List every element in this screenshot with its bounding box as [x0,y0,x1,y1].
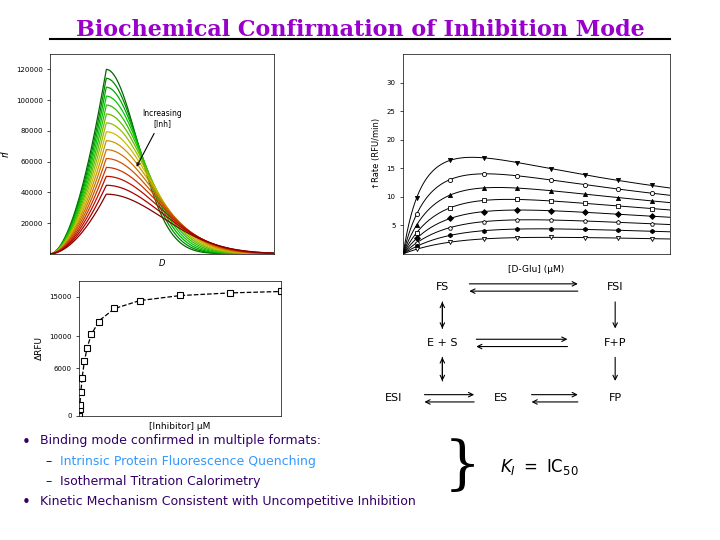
Text: FSI: FSI [607,282,624,293]
Text: E + S: E + S [427,338,458,348]
Text: Isothermal Titration Calorimetry: Isothermal Titration Calorimetry [60,475,260,488]
Text: ESI: ESI [385,393,402,403]
Text: Increasing
[Inh]: Increasing [Inh] [137,109,182,166]
Text: Kinetic Mechanism Consistent with Uncompetitive Inhibition: Kinetic Mechanism Consistent with Uncomp… [40,495,415,508]
Text: Binding mode confirmed in multiple formats:: Binding mode confirmed in multiple forma… [40,434,320,447]
Text: –: – [45,455,52,468]
Text: •: • [22,435,30,450]
Text: Intrinsic Protein Fluorescence Quenching: Intrinsic Protein Fluorescence Quenching [60,455,315,468]
Text: D: D [158,259,166,268]
Text: ES: ES [494,393,508,403]
Text: FS: FS [436,282,449,293]
Text: F+P: F+P [604,338,626,348]
Text: [D-Glu] (μM): [D-Glu] (μM) [508,265,564,274]
Y-axis label: ΔRFU: ΔRFU [35,336,43,360]
Text: [Inhibitor] μM: [Inhibitor] μM [149,422,211,431]
Text: Biochemical Confirmation of Inhibition Mode: Biochemical Confirmation of Inhibition M… [76,19,644,41]
Y-axis label: ↑Rate (RFU/min): ↑Rate (RFU/min) [372,118,381,190]
Y-axis label: rI: rI [0,151,10,157]
Text: –: – [45,475,52,488]
Text: $\mathit{K}_\mathit{I}\ =\ \mathrm{IC}_{50}$: $\mathit{K}_\mathit{I}\ =\ \mathrm{IC}_{… [500,457,579,477]
Text: }: } [444,439,481,495]
Text: FP: FP [608,393,622,403]
Text: •: • [22,495,30,510]
